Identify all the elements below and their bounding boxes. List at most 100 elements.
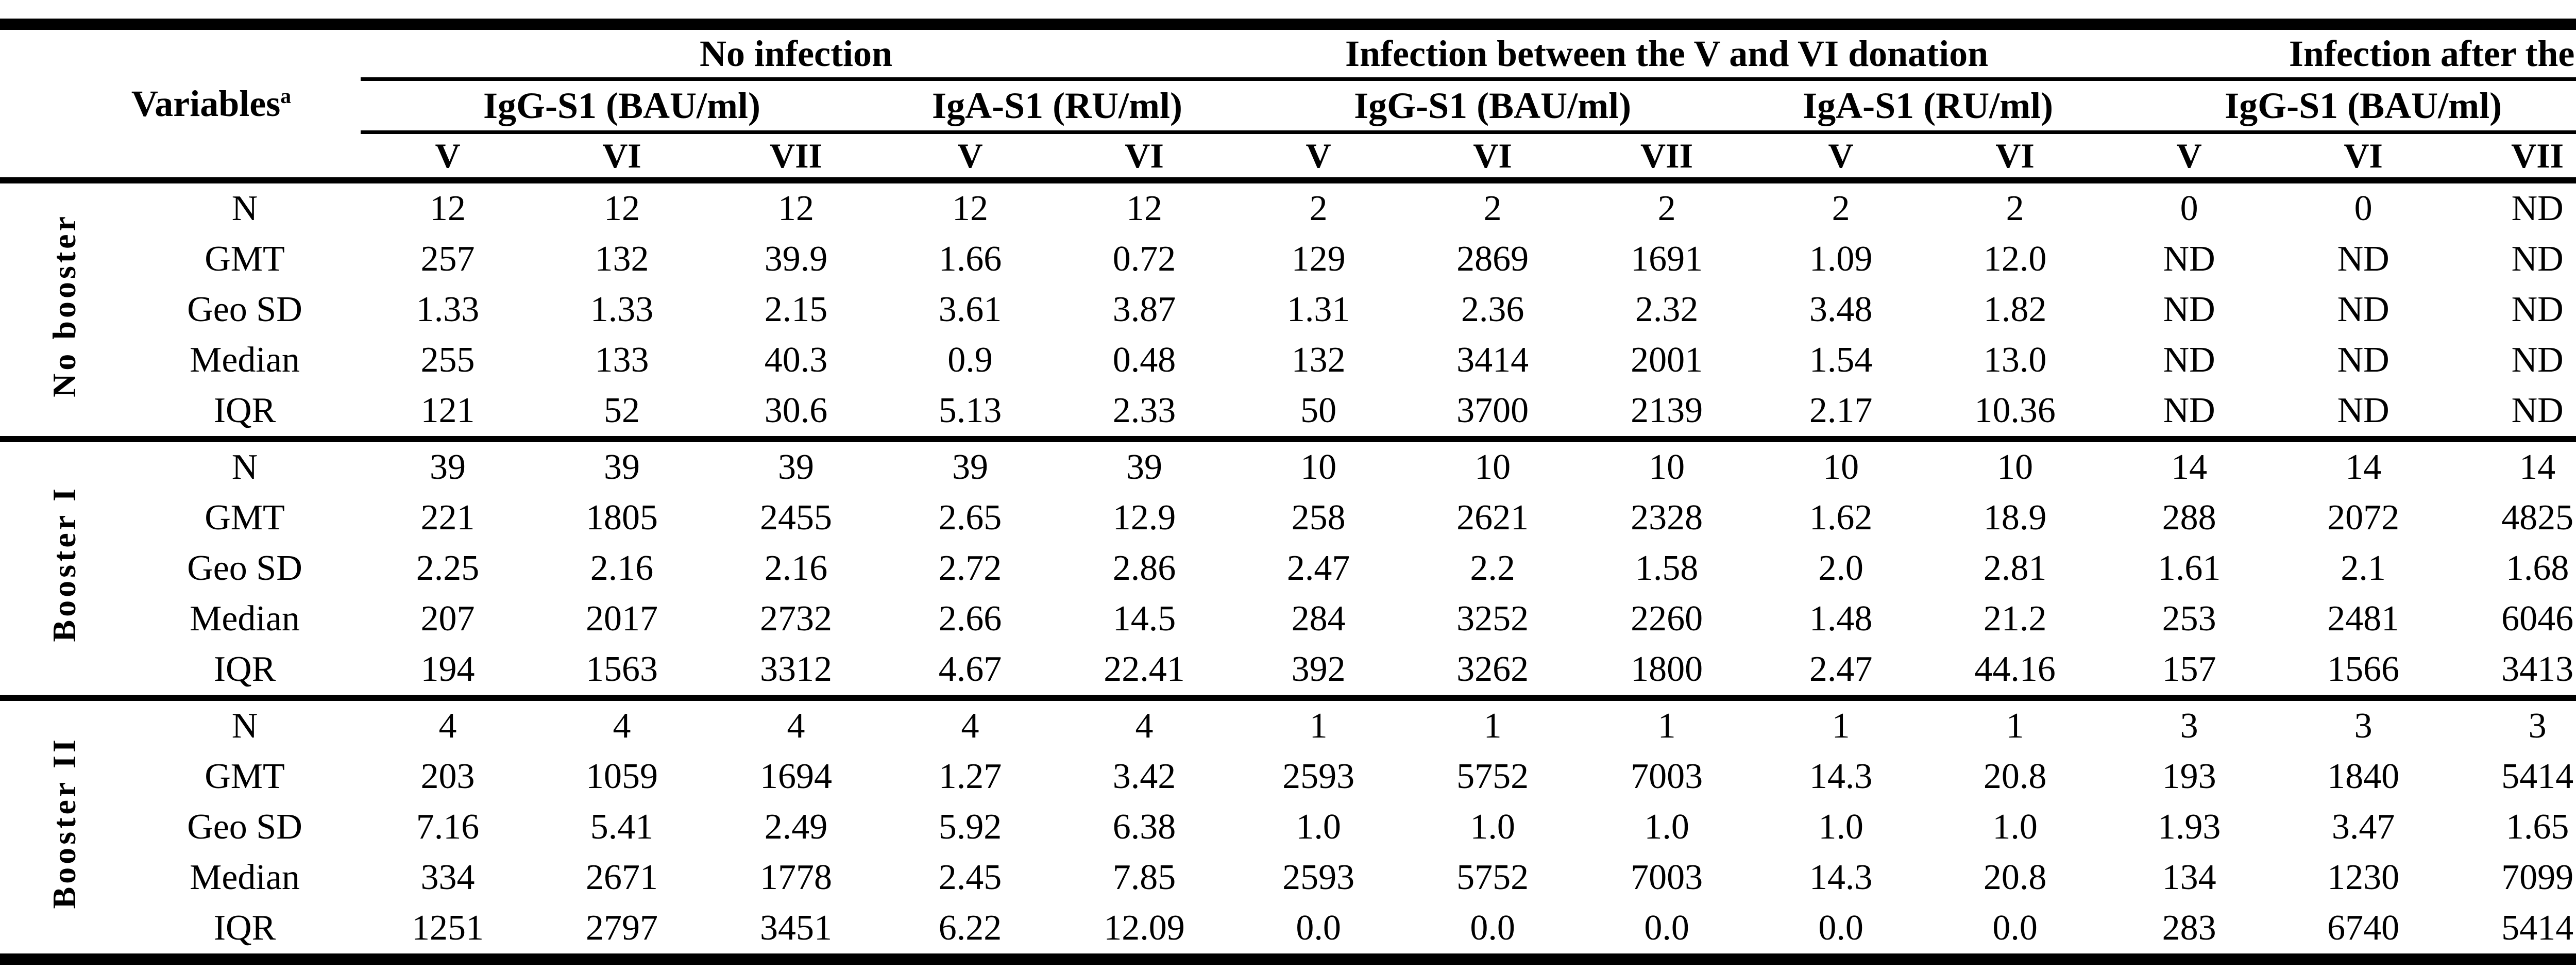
donation-header: VI bbox=[1995, 136, 2035, 175]
section-label-booster-ii: Booster II bbox=[0, 698, 129, 959]
data-row-geo-sd: Geo SD 7.16 5.41 2.49 5.92 6.38 1.0 1.0 1.0 1.0 1.… bbox=[0, 802, 2576, 852]
value-cell: 14.3 bbox=[1809, 858, 1873, 897]
value-cell: 1.93 bbox=[2157, 807, 2221, 847]
value-cell: 1.66 bbox=[938, 239, 1002, 279]
value-cell: 2001 bbox=[1631, 340, 1703, 380]
row-label: GMT bbox=[205, 757, 285, 796]
value-cell: 1778 bbox=[760, 858, 832, 897]
value-cell: 3451 bbox=[760, 908, 832, 948]
value-cell: 1800 bbox=[1631, 649, 1703, 689]
value-cell: 5.13 bbox=[938, 391, 1002, 430]
value-cell: 12.9 bbox=[1112, 498, 1176, 538]
assay-header-iga-s1: IgA-S1 (RU/ml) bbox=[883, 79, 1232, 134]
row-label: IQR bbox=[213, 908, 276, 948]
value-cell: 3.47 bbox=[2331, 807, 2395, 847]
value-cell: 1.0 bbox=[1470, 807, 1515, 847]
value-cell: 1.33 bbox=[416, 290, 480, 329]
value-cell: 129 bbox=[1291, 239, 1346, 279]
value-cell: 39.9 bbox=[764, 239, 828, 279]
value-cell: 5414 bbox=[2501, 757, 2574, 796]
value-cell: 1 bbox=[2006, 706, 2024, 746]
value-cell: 7.16 bbox=[416, 807, 480, 847]
value-cell: 0.48 bbox=[1112, 340, 1176, 380]
value-cell: 7099 bbox=[2501, 858, 2574, 897]
donation-header: V bbox=[957, 136, 983, 175]
value-cell: 0.72 bbox=[1112, 239, 1176, 279]
value-cell: 1566 bbox=[2327, 649, 2400, 689]
donation-header: V bbox=[1306, 136, 1331, 175]
value-cell: 2.66 bbox=[938, 599, 1002, 639]
value-cell: 2.36 bbox=[1461, 290, 1524, 329]
value-cell: 257 bbox=[420, 239, 475, 279]
value-cell: 4 bbox=[961, 706, 979, 746]
value-cell: 5752 bbox=[1456, 858, 1529, 897]
donation-header: VII bbox=[1640, 136, 1693, 175]
value-cell: 12.09 bbox=[1104, 908, 1185, 948]
value-cell: ND bbox=[2163, 391, 2215, 430]
value-cell: 2.81 bbox=[1983, 548, 2047, 588]
value-cell: 3.87 bbox=[1112, 290, 1176, 329]
section-label-text: Booster I bbox=[46, 486, 82, 642]
value-cell: 14.5 bbox=[1112, 599, 1176, 639]
value-cell: ND bbox=[2337, 340, 2389, 380]
value-cell: 2.65 bbox=[938, 498, 1002, 538]
value-cell: 2.72 bbox=[938, 548, 1002, 588]
value-cell: 5.41 bbox=[590, 807, 654, 847]
value-cell: 3252 bbox=[1456, 599, 1529, 639]
value-cell: 13.0 bbox=[1983, 340, 2047, 380]
value-cell: 132 bbox=[595, 239, 649, 279]
value-cell: 2732 bbox=[760, 599, 832, 639]
value-cell: 18.9 bbox=[1983, 498, 2047, 538]
value-cell: 3 bbox=[2180, 706, 2198, 746]
value-cell: ND bbox=[2337, 290, 2389, 329]
value-cell: 2.2 bbox=[1470, 548, 1515, 588]
value-cell: 39 bbox=[430, 447, 466, 487]
value-cell: 0.0 bbox=[1296, 908, 1341, 948]
value-cell: 1694 bbox=[760, 757, 832, 796]
value-cell: 1 bbox=[1309, 706, 1328, 746]
row-label: IQR bbox=[213, 391, 276, 430]
donation-header: VI bbox=[602, 136, 641, 175]
value-cell: 0 bbox=[2180, 189, 2198, 228]
value-cell: 2328 bbox=[1631, 498, 1703, 538]
value-cell: 6740 bbox=[2327, 908, 2400, 948]
donation-header: VI bbox=[2344, 136, 2383, 175]
value-cell: ND bbox=[2511, 340, 2564, 380]
value-cell: 2.25 bbox=[416, 548, 480, 588]
value-cell: 2.33 bbox=[1112, 391, 1176, 430]
value-cell: 132 bbox=[1291, 340, 1346, 380]
value-cell: 5.92 bbox=[938, 807, 1002, 847]
value-cell: 2017 bbox=[586, 599, 658, 639]
value-cell: 10 bbox=[1997, 447, 2033, 487]
value-cell: 0.0 bbox=[1644, 908, 1689, 948]
value-cell: 1.09 bbox=[1809, 239, 1873, 279]
value-cell: 4.67 bbox=[938, 649, 1002, 689]
donation-header-row: V VI VII V VI V VI VII V VI V VI VII V V… bbox=[0, 132, 2576, 181]
value-cell: 20.8 bbox=[1983, 858, 2047, 897]
section-label-booster-i: Booster I bbox=[0, 439, 129, 698]
value-cell: 14 bbox=[2171, 447, 2208, 487]
value-cell: 1.82 bbox=[1983, 290, 2047, 329]
value-cell: 157 bbox=[2162, 649, 2216, 689]
donation-header: VI bbox=[1125, 136, 1164, 175]
value-cell: 2139 bbox=[1631, 391, 1703, 430]
data-row-iqr: IQR 194 1563 3312 4.67 22.41 392 3262 1800 2.47 44… bbox=[0, 644, 2576, 698]
data-row-n: Booster IN393939393910101010101414141414 bbox=[0, 439, 2576, 642]
value-cell: 39 bbox=[778, 447, 814, 487]
value-cell: 2869 bbox=[1456, 239, 1529, 279]
value-cell: 10.36 bbox=[1974, 391, 2056, 430]
value-cell: 1.48 bbox=[1809, 599, 1873, 639]
value-cell: 1.0 bbox=[1644, 807, 1689, 847]
value-cell: 134 bbox=[2162, 858, 2216, 897]
value-cell: 3.61 bbox=[938, 290, 1002, 329]
value-cell: 2 bbox=[1657, 189, 1676, 228]
value-cell: 1805 bbox=[586, 498, 658, 538]
value-cell: 1.65 bbox=[2505, 807, 2569, 847]
value-cell: 2.45 bbox=[938, 858, 1002, 897]
data-row-gmt: GMT 257 132 39.9 1.66 0.72 129 2869 1691 1.09 12.0… bbox=[0, 234, 2576, 284]
value-cell: 21.2 bbox=[1983, 599, 2047, 639]
row-label: GMT bbox=[205, 498, 285, 538]
value-cell: 193 bbox=[2162, 757, 2216, 796]
data-row-iqr: IQR 121 52 30.6 5.13 2.33 50 3700 2139 2.17 10.36 N… bbox=[0, 386, 2576, 439]
value-cell: 194 bbox=[420, 649, 475, 689]
